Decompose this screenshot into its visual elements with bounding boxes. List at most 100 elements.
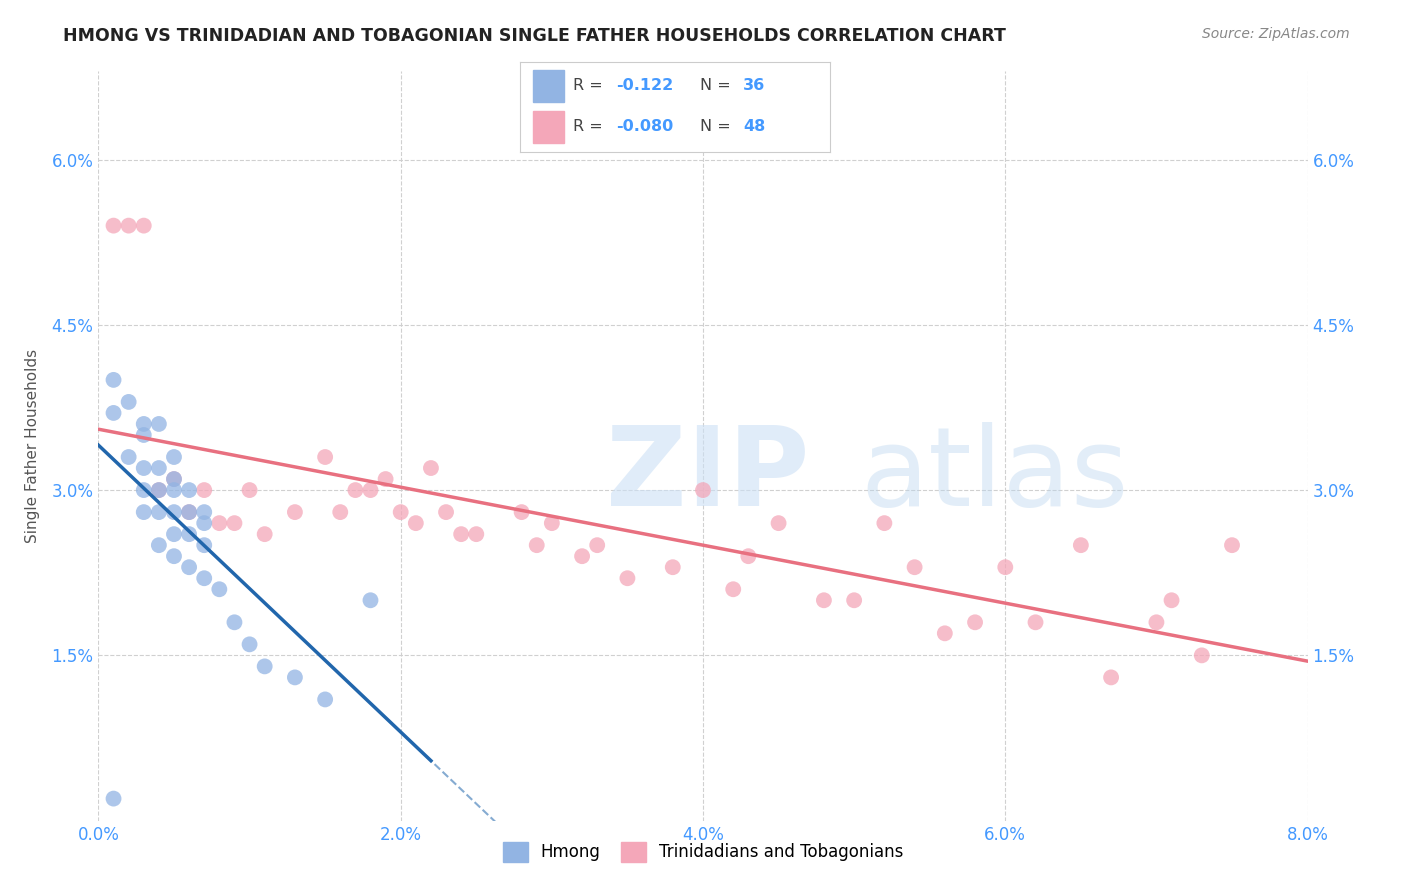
Point [344,483,367,497]
Point [163,527,186,541]
Point [737,549,759,564]
Point [526,538,548,552]
Point [1160,593,1182,607]
Text: R =: R = [572,119,607,134]
Bar [533,70,564,102]
Point [179,560,201,574]
Point [374,472,396,486]
Point [132,428,155,442]
Point [148,417,170,431]
Point [239,637,262,651]
Point [103,791,125,805]
Point [904,560,927,574]
Point [389,505,412,519]
Point [118,395,141,409]
Point [193,538,215,552]
Text: -0.080: -0.080 [616,119,673,134]
Text: HMONG VS TRINIDADIAN AND TOBAGONIAN SINGLE FATHER HOUSEHOLDS CORRELATION CHART: HMONG VS TRINIDADIAN AND TOBAGONIAN SING… [63,27,1007,45]
Point [873,516,896,530]
Point [208,582,231,597]
Point [132,505,155,519]
Point [118,219,141,233]
Point [934,626,956,640]
Text: 48: 48 [742,119,765,134]
Point [193,483,215,497]
Point [465,527,488,541]
Point [844,593,866,607]
Text: ZIP: ZIP [606,423,810,530]
Point [1025,615,1047,630]
Point [193,571,215,585]
Point [434,505,457,519]
Point [1191,648,1213,663]
Point [163,549,186,564]
Point [163,505,186,519]
Text: N =: N = [700,78,735,93]
Point [1099,670,1122,684]
Point [103,406,125,420]
Text: Source: ZipAtlas.com: Source: ZipAtlas.com [1202,27,1350,41]
Y-axis label: Single Father Households: Single Father Households [25,349,41,543]
Point [405,516,427,530]
Point [692,483,714,497]
Point [118,450,141,464]
Point [1220,538,1243,552]
Point [148,505,170,519]
Point [723,582,745,597]
Point [103,373,125,387]
Point [224,615,246,630]
Point [253,659,276,673]
Point [571,549,593,564]
Point [813,593,835,607]
Text: 36: 36 [742,78,765,93]
Point [179,483,201,497]
Point [132,219,155,233]
Point [314,450,336,464]
Point [253,527,276,541]
Point [179,505,201,519]
Text: -0.122: -0.122 [616,78,673,93]
Point [616,571,638,585]
Point [132,483,155,497]
Point [179,505,201,519]
Point [132,461,155,475]
Point [661,560,683,574]
Point [586,538,609,552]
Point [163,483,186,497]
Point [208,516,231,530]
Point [1146,615,1168,630]
Point [193,505,215,519]
Point [994,560,1017,574]
Point [163,472,186,486]
Point [450,527,472,541]
Point [510,505,533,519]
Point [148,461,170,475]
Point [329,505,352,519]
Text: R =: R = [572,78,607,93]
Point [239,483,262,497]
Point [163,450,186,464]
Point [540,516,562,530]
Point [224,516,246,530]
Point [1070,538,1092,552]
Point [103,219,125,233]
Text: atlas: atlas [860,423,1129,530]
Point [132,417,155,431]
Point [314,692,336,706]
Point [284,670,307,684]
Point [179,527,201,541]
Point [360,593,382,607]
Point [360,483,382,497]
Point [965,615,987,630]
Point [148,483,170,497]
Point [148,483,170,497]
Legend: Hmong, Trinidadians and Tobagonians: Hmong, Trinidadians and Tobagonians [496,835,910,869]
Point [163,472,186,486]
Point [148,538,170,552]
Bar [533,111,564,143]
Text: N =: N = [700,119,735,134]
Point [193,516,215,530]
Point [768,516,790,530]
Point [284,505,307,519]
Point [420,461,443,475]
